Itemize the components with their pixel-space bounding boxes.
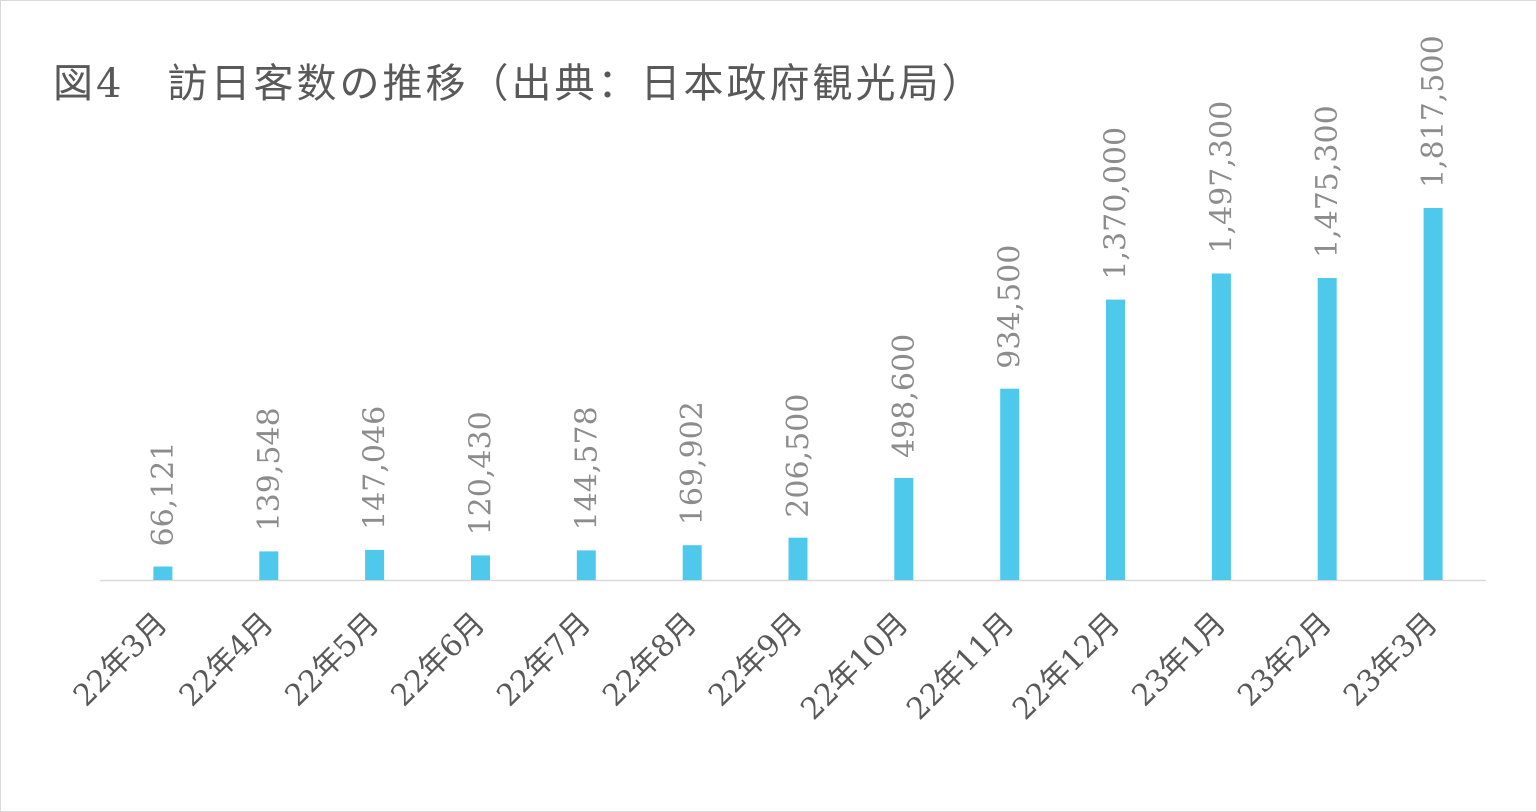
data-label-10: 1,370,000 (1099, 127, 1134, 280)
data-label-9: 934,500 (993, 245, 1028, 369)
bar-9 (1000, 388, 1020, 580)
x-tick-label-11: 23年1月 (1125, 606, 1233, 714)
bar-4 (471, 555, 490, 580)
bar-1 (153, 566, 173, 580)
bar-5 (576, 550, 596, 580)
bar-12 (1317, 278, 1337, 580)
x-tick-label-9: 22年11月 (900, 606, 1021, 727)
data-label-6: 169,902 (675, 401, 710, 525)
bar-13 (1423, 208, 1443, 580)
data-label-11: 1,497,300 (1204, 101, 1239, 254)
bar-10 (1106, 299, 1125, 580)
x-tick-label-3: 22年5月 (279, 606, 387, 714)
x-tick-label-7: 22年9月 (702, 606, 810, 714)
x-tick-label-13: 23年3月 (1337, 606, 1445, 714)
data-labels-group: 66,121 139,548 147,046 120,430 144,578 169,90… (146, 35, 1451, 546)
x-tick-label-6: 22年8月 (596, 606, 704, 714)
data-label-3: 147,046 (358, 406, 393, 530)
data-label-4: 120,430 (464, 411, 499, 535)
x-tick-label-1: 22年3月 (67, 606, 175, 714)
x-tick-label-2: 22年4月 (173, 606, 281, 714)
bar-8 (894, 477, 914, 580)
bar-3 (365, 549, 385, 580)
data-label-7: 206,500 (781, 394, 816, 518)
data-label-5: 144,578 (569, 406, 604, 530)
chart-title: 図4 訪日客数の推移（出典：日本政府観光局） (53, 61, 985, 107)
data-label-12: 1,475,300 (1310, 105, 1345, 258)
data-label-8: 498,600 (887, 334, 922, 458)
bar-2 (259, 551, 279, 580)
bar-6 (682, 545, 702, 580)
bar-7 (788, 537, 808, 580)
x-tick-label-4: 22年6月 (384, 606, 492, 714)
bars-group (153, 208, 1443, 580)
bar-11 (1211, 273, 1231, 580)
data-label-2: 139,548 (252, 407, 287, 531)
x-tick-label-5: 22年7月 (490, 606, 598, 714)
x-tick-labels-group: 22年3月22年4月22年5月22年6月22年7月22年8月22年9月22年10… (67, 606, 1445, 727)
data-label-13: 1,817,500 (1416, 35, 1451, 188)
data-label-1: 66,121 (146, 442, 181, 547)
x-tick-label-10: 22年12月 (1006, 606, 1127, 727)
x-tick-label-12: 23年2月 (1231, 606, 1339, 714)
x-tick-label-8: 22年10月 (794, 606, 915, 727)
